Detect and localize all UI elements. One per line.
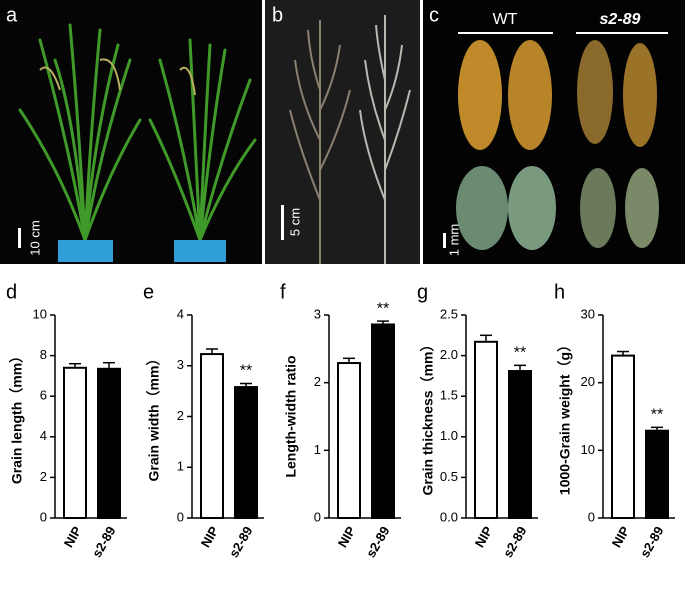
y-tick-label: 2 [177, 408, 184, 423]
x-tick-label: NIP [609, 523, 633, 550]
panel-label: f [280, 281, 286, 303]
y-tick-label: 4 [40, 428, 47, 443]
y-tick-label: 0.0 [440, 509, 458, 524]
bar [337, 362, 361, 519]
bar [645, 429, 669, 519]
group-label: WT [493, 11, 518, 28]
scale-label: 1 mm [446, 224, 461, 257]
y-tick-label: 1 [314, 442, 321, 457]
x-tick-label: s2-89 [363, 524, 393, 560]
y-tick-label: 1.0 [440, 428, 458, 443]
photo-c: c 1 mm WT s2-89 [423, 0, 685, 264]
y-axis-label: Grain width（mm） [146, 352, 162, 482]
bar [200, 353, 224, 520]
y-tick-label: 2 [40, 469, 47, 484]
x-tick-label: NIP [198, 523, 222, 550]
y-tick-label: 2 [314, 374, 321, 389]
y-tick-label: 8 [40, 347, 47, 362]
y-tick-label: 2.5 [440, 306, 458, 321]
significance: ** [240, 363, 252, 380]
y-tick-label: 0 [177, 509, 184, 524]
panel-label: a [6, 4, 18, 26]
x-tick-label: s2-89 [637, 524, 667, 560]
panel-label: e [143, 281, 154, 303]
panel-label: d [6, 281, 17, 303]
scale-label: 5 cm [287, 208, 302, 236]
y-tick-label: 1 [177, 459, 184, 474]
y-axis-label: Grain thickness（mm） [420, 338, 436, 496]
panel-label: b [272, 4, 283, 26]
panel-label: h [554, 281, 565, 303]
scale-label: 10 cm [27, 220, 42, 255]
photo-b: b 5 cm [265, 0, 420, 264]
group-label: s2-89 [600, 11, 641, 28]
y-axis-label: 1000-Grain weight（g） [557, 338, 573, 495]
bar [97, 367, 121, 520]
bar [474, 340, 498, 519]
y-tick-label: 3 [177, 357, 184, 372]
y-tick-label: 30 [581, 306, 595, 321]
bar [508, 370, 532, 520]
panel-label: c [429, 4, 439, 26]
bar [611, 354, 635, 519]
bar [371, 323, 395, 519]
y-tick-label: 3 [314, 306, 321, 321]
x-tick-label: NIP [61, 523, 85, 550]
y-tick-label: 0 [588, 509, 595, 524]
x-tick-label: s2-89 [89, 524, 119, 560]
y-axis-label: Grain length（mm） [9, 349, 25, 484]
y-tick-label: 0.5 [440, 469, 458, 484]
y-tick-label: 10 [33, 306, 47, 321]
photo-a: a 10 cm [0, 0, 262, 264]
x-tick-label: s2-89 [500, 524, 530, 560]
y-tick-label: 20 [581, 374, 595, 389]
y-tick-label: 10 [581, 442, 595, 457]
bar [63, 366, 87, 519]
y-tick-label: 4 [177, 306, 184, 321]
y-tick-label: 0 [314, 509, 321, 524]
y-axis-label: Length-width ratio [283, 355, 299, 477]
y-tick-label: 1.5 [440, 388, 458, 403]
significance: ** [651, 407, 663, 424]
significance: ** [377, 300, 389, 317]
y-tick-label: 6 [40, 388, 47, 403]
panel-label: g [417, 281, 428, 303]
x-tick-label: s2-89 [226, 524, 256, 560]
significance: ** [514, 345, 526, 362]
bar [234, 386, 258, 519]
x-tick-label: NIP [335, 523, 359, 550]
y-tick-label: 2.0 [440, 347, 458, 362]
x-tick-label: NIP [472, 523, 496, 550]
y-tick-label: 0 [40, 509, 47, 524]
